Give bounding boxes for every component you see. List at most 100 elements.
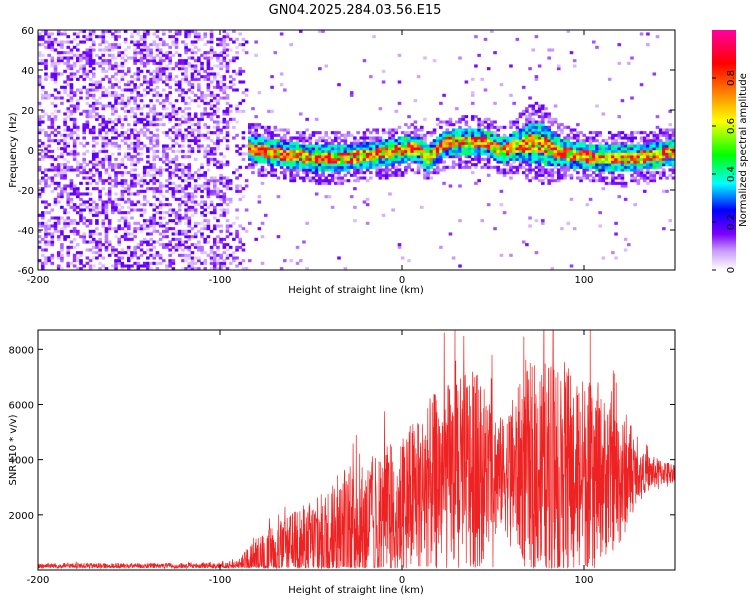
- spectrogram-cell: [72, 208, 77, 212]
- spectrogram-cell: [171, 211, 176, 215]
- spectrogram-cell: [289, 147, 293, 151]
- spectrogram-cell: [642, 131, 647, 135]
- spectrogram-cell: [662, 173, 666, 177]
- spectrogram-cell: [617, 160, 622, 164]
- spectrogram-cell: [556, 64, 561, 68]
- spectrogram-cell: [136, 30, 141, 33]
- spectrogram-cell: [445, 123, 450, 127]
- spectrogram-cell: [184, 128, 188, 132]
- spectrogram-cell: [378, 152, 383, 156]
- spectrogram-cell: [133, 261, 137, 265]
- spectrogram-cell: [232, 59, 236, 63]
- spectrogram-cell: [400, 152, 405, 156]
- spectrogram-cell: [222, 96, 227, 100]
- spectrogram-cell: [671, 157, 675, 161]
- spectrogram-cell: [177, 85, 182, 89]
- spectrogram-cell: [133, 61, 137, 65]
- spectrogram-cell: [44, 77, 48, 81]
- spectrogram-cell: [197, 168, 201, 172]
- spectrogram-cell: [668, 123, 673, 127]
- spectrogram-cell: [544, 112, 548, 116]
- spectrogram-cell: [63, 112, 67, 116]
- spectrogram-cell: [193, 211, 198, 215]
- spectrogram-cell: [340, 155, 344, 159]
- spectrogram-cell: [63, 91, 67, 95]
- spectrogram-cell: [273, 128, 278, 132]
- spectrogram-cell: [356, 176, 360, 180]
- spectrogram-cell: [146, 59, 150, 63]
- spectrogram-cell: [400, 157, 405, 161]
- spectrogram-cell: [38, 213, 42, 217]
- spectrogram-cell: [248, 139, 252, 143]
- spectrogram-cell: [206, 85, 211, 89]
- spectrogram-cell: [197, 240, 201, 244]
- spectrogram-cell: [216, 115, 220, 119]
- spectrogram-cell: [206, 227, 211, 231]
- spectrogram-cell: [66, 133, 71, 137]
- spectrogram-cell: [305, 267, 309, 270]
- spectrogram-cell: [607, 155, 612, 159]
- spectrogram-cell: [133, 168, 137, 172]
- spectrogram-cell: [518, 141, 523, 145]
- spectrogram-cell: [646, 176, 650, 180]
- spectrogram-cell: [114, 67, 118, 71]
- spectrogram-cell: [289, 155, 293, 159]
- spectrogram-cell: [50, 43, 55, 47]
- spectrogram-cell: [314, 131, 319, 135]
- spectrogram-cell: [467, 133, 472, 137]
- spectrogram-cell: [369, 163, 373, 167]
- spectrogram-cell: [429, 152, 434, 156]
- spectrogram-cell: [232, 221, 236, 225]
- spectrogram-cell: [324, 168, 329, 172]
- spectrogram-cell: [576, 157, 580, 161]
- spectrogram-cell: [66, 245, 71, 249]
- spectrogram-cell: [85, 59, 90, 63]
- spectrogram-cell: [162, 155, 166, 159]
- spectrogram-cell: [225, 219, 230, 223]
- spectrogram-cell: [200, 163, 204, 167]
- spectrogram-cell: [203, 181, 207, 185]
- spectrogram-cell: [136, 208, 141, 212]
- spectrogram-cell: [165, 51, 169, 55]
- spectrogram-cell: [346, 179, 351, 183]
- spectrogram-cell: [146, 261, 150, 265]
- spectrogram-cell: [181, 77, 185, 81]
- spectrogram-cell: [563, 136, 567, 140]
- spectrogram-cell: [197, 104, 201, 108]
- spectrogram-cell: [537, 152, 542, 156]
- spectrogram-cell: [410, 144, 415, 148]
- spectrogram-cell: [139, 53, 144, 57]
- spectrogram-cell: [464, 165, 469, 169]
- spectrogram-cell: [655, 144, 660, 148]
- spectrogram-cell: [158, 211, 163, 215]
- spectrogram-cell: [308, 144, 313, 148]
- spectrogram-cell: [531, 168, 536, 172]
- spectrogram-cell: [114, 197, 118, 201]
- spectrogram-cell: [553, 141, 558, 145]
- spectrogram-cell: [171, 112, 176, 116]
- spectrogram-cell: [260, 155, 265, 159]
- spectrogram-cell: [158, 72, 163, 76]
- spectrogram-cell: [98, 176, 102, 180]
- spectrogram-cell: [50, 77, 55, 81]
- spectrogram-cell: [139, 229, 144, 233]
- spectrogram-cell: [273, 173, 278, 177]
- spectrogram-cell: [225, 125, 230, 129]
- spectrogram-cell: [537, 123, 542, 127]
- spectrogram-cell: [254, 139, 258, 143]
- spectrogram-cell: [126, 253, 131, 257]
- spectrogram-cell: [120, 125, 125, 129]
- spectrogram-cell: [499, 147, 504, 151]
- spectrogram-cell: [60, 163, 64, 167]
- spectrogram-cell: [547, 131, 551, 135]
- spectrogram-cell: [187, 184, 192, 188]
- spectrogram-cell: [356, 160, 360, 164]
- spectrogram-cell: [404, 131, 408, 135]
- spectrogram-cell: [276, 163, 281, 167]
- spectrogram-cell: [155, 267, 160, 270]
- spectrogram-cell: [225, 69, 230, 73]
- spectrogram-cell: [655, 152, 660, 156]
- spectrogram-cell: [499, 203, 504, 207]
- spectrogram-cell: [397, 53, 402, 57]
- spectrogram-cell: [604, 152, 609, 156]
